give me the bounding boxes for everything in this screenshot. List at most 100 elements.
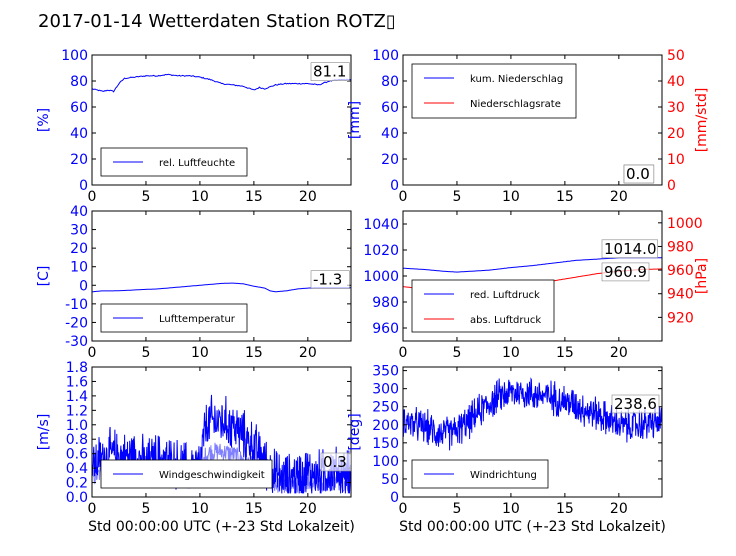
value-label-box [310, 62, 350, 82]
axes-frame-winddir [402, 366, 663, 498]
x-tick-label: 0 [399, 501, 408, 517]
y-tick-label: 10 [70, 260, 88, 276]
legend-entry: kum. Niederschlag [470, 74, 563, 85]
legend-entry: red. Luftdruck [470, 290, 540, 301]
x-tick-label: 20 [299, 189, 317, 205]
subplot-temperature: 0 5 10 15 20 -30 -20 -10 0 10 20 30 40 [C] -1.3 Lufttem… [36, 204, 352, 361]
y-tick-label: 1000 [363, 269, 399, 285]
legend-box [411, 63, 577, 119]
axes-frame-windspeed [91, 366, 352, 498]
y-tick-label: 1.6 [66, 374, 88, 390]
y-tick-label-right: 940 [667, 287, 694, 303]
x-tick-label: 15 [556, 501, 574, 517]
x-tick-label: 10 [191, 501, 209, 517]
y-tick-label: 0.4 [66, 461, 88, 477]
y-tick-label: 1.0 [66, 418, 88, 434]
y-tick-label-right: 50 [667, 48, 685, 64]
x-axis-label: Std 00:00:00 UTC (+-23 Std Lokalzeit) [399, 519, 666, 535]
y-tick-label: 960 [372, 321, 399, 337]
value-label-box [601, 239, 658, 259]
y-tick-label: -30 [65, 334, 88, 350]
series-line-temperature-0 [92, 282, 351, 293]
y-axis-label-right: [hPa] [694, 258, 710, 294]
legend-box [100, 147, 248, 177]
subplot-humidity: 0 5 10 15 20 0 20 40 60 80 100 [%] 81.1 rel. Luftfeuc… [36, 48, 352, 205]
y-axis-label: [mm] [347, 101, 363, 139]
current-value-label: 81.1 [313, 63, 346, 81]
y-tick-label: 50 [381, 472, 399, 488]
y-tick-label-right: 1000 [667, 216, 703, 232]
y-tick-label: 0 [390, 490, 399, 506]
legend-box [100, 303, 248, 333]
series-line-humidity-0 [92, 73, 351, 93]
x-tick-label: 20 [299, 501, 317, 517]
figure-title: 2017-01-14 Wetterdaten Station ROTZ▯ [38, 11, 396, 32]
y-tick-label: 60 [70, 100, 88, 116]
subplot-pressure: 0 5 10 15 20 960 980 1000 1020 1040 920 940 960 980 10… [363, 210, 710, 361]
y-tick-label: 1.2 [66, 403, 88, 419]
axes-frame-temperature [91, 210, 352, 342]
x-tick-label: 15 [245, 189, 263, 205]
value-label-box [611, 394, 660, 414]
y-tick-label: 20 [70, 241, 88, 257]
y-tick-label: 250 [372, 400, 399, 416]
x-tick-label: 20 [610, 501, 628, 517]
x-tick-label: 10 [502, 189, 520, 205]
y-tick-label: 0.8 [66, 432, 88, 448]
y-tick-label: 0 [79, 178, 88, 194]
x-tick-label: 10 [502, 501, 520, 517]
y-tick-label: 20 [70, 152, 88, 168]
x-tick-label: 0 [88, 501, 97, 517]
x-tick-label: 15 [245, 501, 263, 517]
value-label-box [601, 262, 650, 282]
y-tick-label: 0.6 [66, 447, 88, 463]
x-axis-label: Std 00:00:00 UTC (+-23 Std Lokalzeit) [88, 519, 355, 535]
y-tick-label-right: 40 [667, 74, 685, 90]
y-tick-label-right: 10 [667, 152, 685, 168]
value-label-box [310, 270, 350, 290]
current-value-label: 960.9 [604, 263, 647, 281]
y-tick-label-right: 20 [667, 126, 685, 142]
x-tick-label: 10 [191, 189, 209, 205]
y-tick-label: 0.2 [66, 476, 88, 492]
y-axis-label: [deg] [347, 413, 363, 450]
current-value-label: 238.6 [614, 395, 657, 413]
y-tick-label: 0.0 [66, 490, 88, 506]
y-tick-label: -10 [65, 297, 88, 313]
y-tick-label: 1040 [363, 217, 399, 233]
x-tick-label: 10 [502, 345, 520, 361]
y-tick-label: -20 [65, 315, 88, 331]
value-label-box [623, 164, 655, 184]
current-value-label: 0.3 [323, 453, 347, 471]
y-tick-label: 80 [70, 74, 88, 90]
x-tick-label: 0 [88, 345, 97, 361]
y-tick-label: 350 [372, 364, 399, 380]
y-tick-label: 1.4 [66, 389, 88, 405]
y-axis-label: [%] [36, 108, 52, 132]
x-tick-label: 5 [141, 501, 150, 517]
y-tick-label: 80 [381, 74, 399, 90]
y-tick-label-right: 920 [667, 310, 694, 326]
current-value-label: -1.3 [313, 271, 342, 289]
y-tick-label: 150 [372, 436, 399, 452]
y-tick-label: 40 [70, 126, 88, 142]
current-value-label: 1014.0 [604, 240, 657, 258]
legend-entry: Windgeschwindigkeit [159, 470, 265, 481]
x-tick-label: 5 [141, 189, 150, 205]
legend-entry: Niederschlagsrate [470, 99, 561, 110]
legend-entry: rel. Luftfeuchte [159, 158, 235, 169]
y-tick-label: 100 [61, 48, 88, 64]
x-tick-label: 20 [610, 345, 628, 361]
x-tick-label: 5 [452, 501, 461, 517]
y-axis-label-right: [mm/std] [694, 88, 710, 153]
y-tick-label: 100 [372, 454, 399, 470]
y-tick-label-right: 30 [667, 100, 685, 116]
x-tick-label: 0 [399, 345, 408, 361]
legend-entry: Windrichtung [470, 470, 537, 481]
y-tick-label: 100 [372, 48, 399, 64]
x-tick-label: 20 [299, 345, 317, 361]
x-tick-label: 15 [556, 345, 574, 361]
